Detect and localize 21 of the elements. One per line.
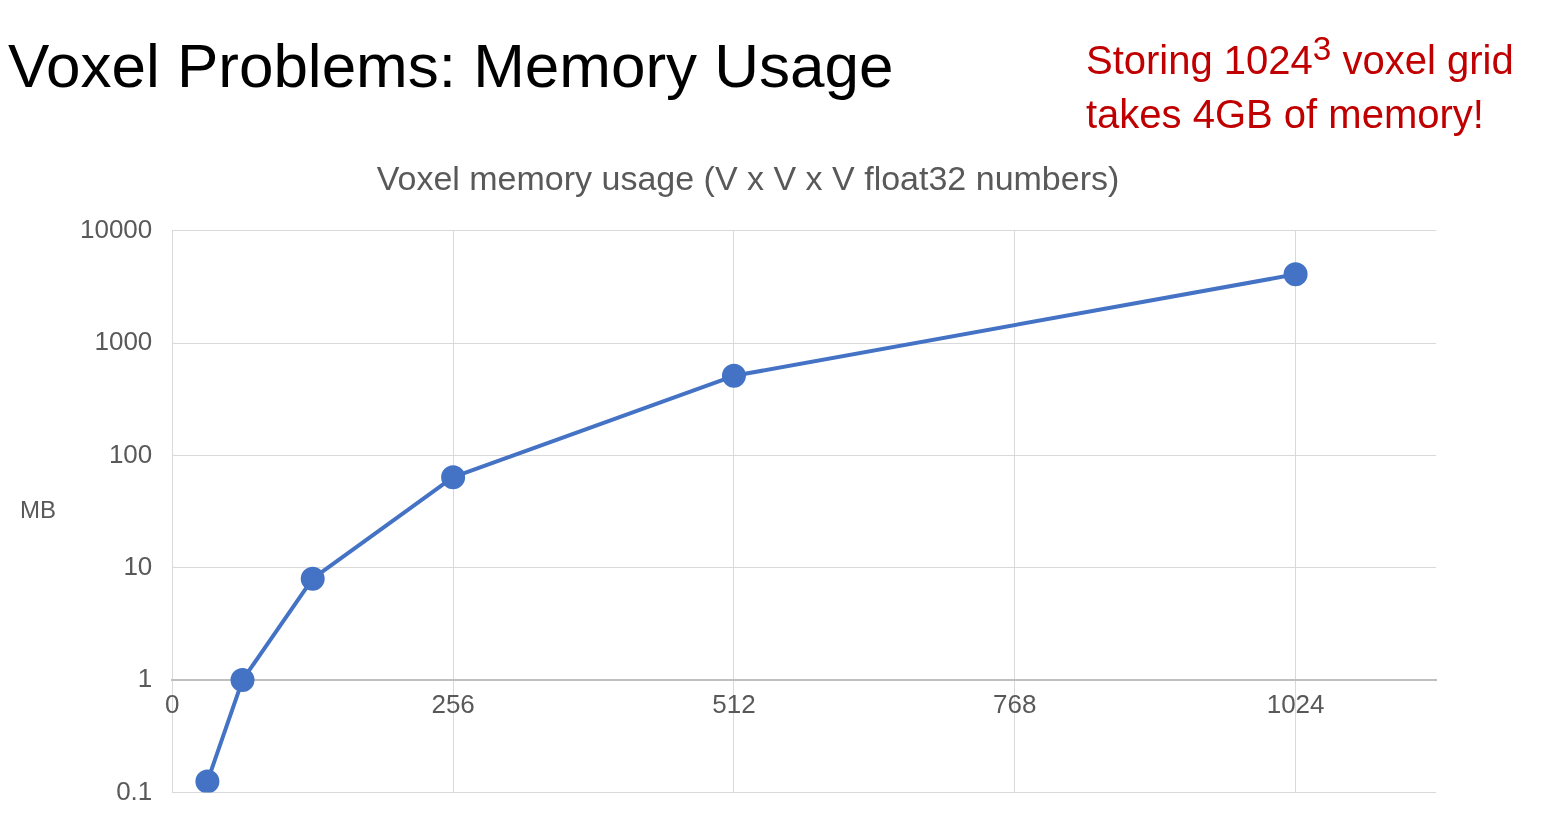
y-tick-label: 1 — [137, 663, 153, 694]
y-tick-label: 1000 — [94, 326, 153, 357]
x-tick-label: 0 — [165, 688, 180, 719]
point — [721, 363, 746, 388]
chart-title: Voxel memory usage (V x V x V float32 numbers) — [376, 158, 1120, 197]
text: Storing 1024$^{3}$ voxel grid takes 4GB of memory! — [1086, 29, 1515, 139]
point — [441, 465, 466, 490]
y-tick-label: 100 — [108, 438, 153, 469]
text: Voxel Problems: Memory Usage — [8, 30, 894, 101]
point — [195, 769, 220, 793]
x-tick-label: 1024 — [1266, 688, 1325, 719]
x-tick-label: 512 — [712, 688, 756, 719]
x-tick-label: 256 — [431, 688, 475, 719]
x-tick-label: 768 — [993, 688, 1037, 719]
y-tick-label: 0.1 — [116, 775, 153, 806]
point — [300, 566, 325, 591]
point — [230, 668, 255, 693]
y-tick-label: 10000 — [79, 213, 153, 244]
y-tick-label: 10 — [123, 550, 153, 581]
y-axis-title: MB — [20, 496, 56, 524]
point — [1283, 262, 1308, 287]
